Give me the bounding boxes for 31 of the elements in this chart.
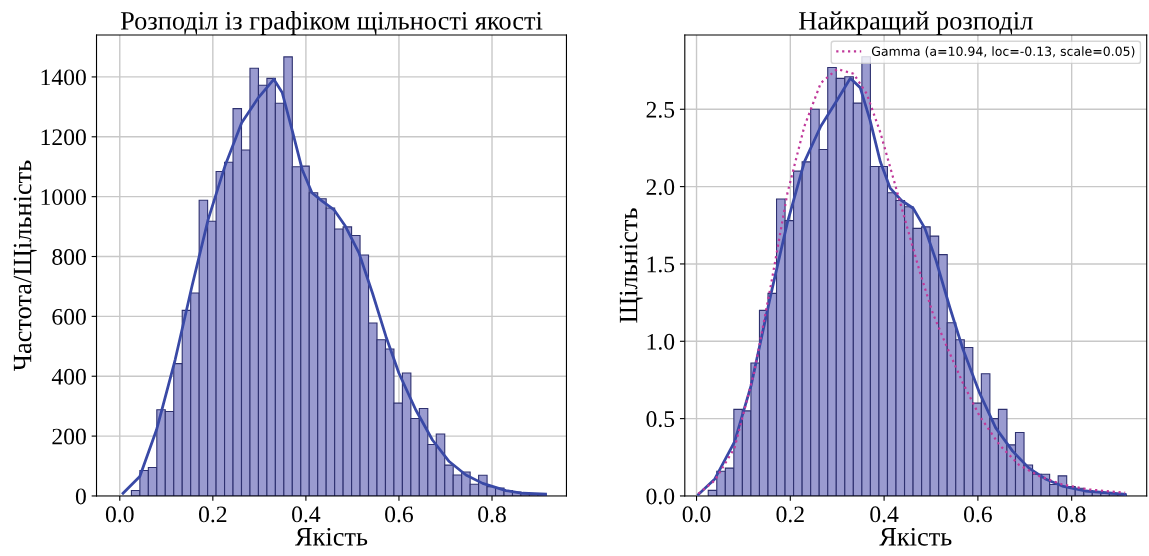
y-tick-label: 2.5	[646, 101, 675, 118]
y-tick-label: 1000	[41, 189, 86, 206]
y-tick-label: 0.5	[646, 411, 675, 428]
y-tick-label: 200	[52, 428, 86, 445]
y-axis-title: Частота/Щільність	[13, 160, 37, 371]
x-tick-label: 0.6	[385, 506, 414, 523]
y-tick-label: 1400	[41, 69, 86, 86]
x-tick-label: 0.2	[776, 506, 804, 523]
chart-title: Найкращий розподіл	[798, 11, 1033, 36]
y-tick-label: 1.5	[647, 256, 675, 273]
chart-title: Розподіл із графіком щільності якості	[120, 11, 543, 36]
x-tick-label: 0.0	[105, 506, 134, 523]
y-tick-label: 0.0	[646, 488, 675, 505]
x-axis-title: Якість	[295, 527, 368, 546]
x-tick-label: 0.8	[1057, 506, 1086, 523]
x-tick-label: 0.4	[870, 506, 899, 523]
y-tick-label: 1200	[41, 129, 86, 146]
y-tick-label: 600	[52, 308, 86, 325]
y-tick-label: 2.0	[646, 179, 675, 196]
y-tick-label: 400	[51, 368, 86, 385]
legend-label: Gamma (a=10.94, loc=-0.13, scale=0.05)	[871, 46, 1135, 58]
x-tick-label: 0.6	[964, 506, 992, 523]
x-tick-label: 0.4	[292, 506, 321, 523]
x-tick-label: 0.0	[682, 506, 711, 523]
x-axis-title: Якість	[879, 527, 952, 546]
y-tick-label: 800	[52, 249, 86, 265]
y-axis-title: Щільність	[619, 208, 643, 323]
y-tick-label: 0	[75, 488, 86, 505]
x-tick-label: 0.2	[198, 506, 227, 523]
x-tick-label: 0.8	[478, 506, 506, 523]
y-tick-label: 1.0	[647, 333, 675, 350]
